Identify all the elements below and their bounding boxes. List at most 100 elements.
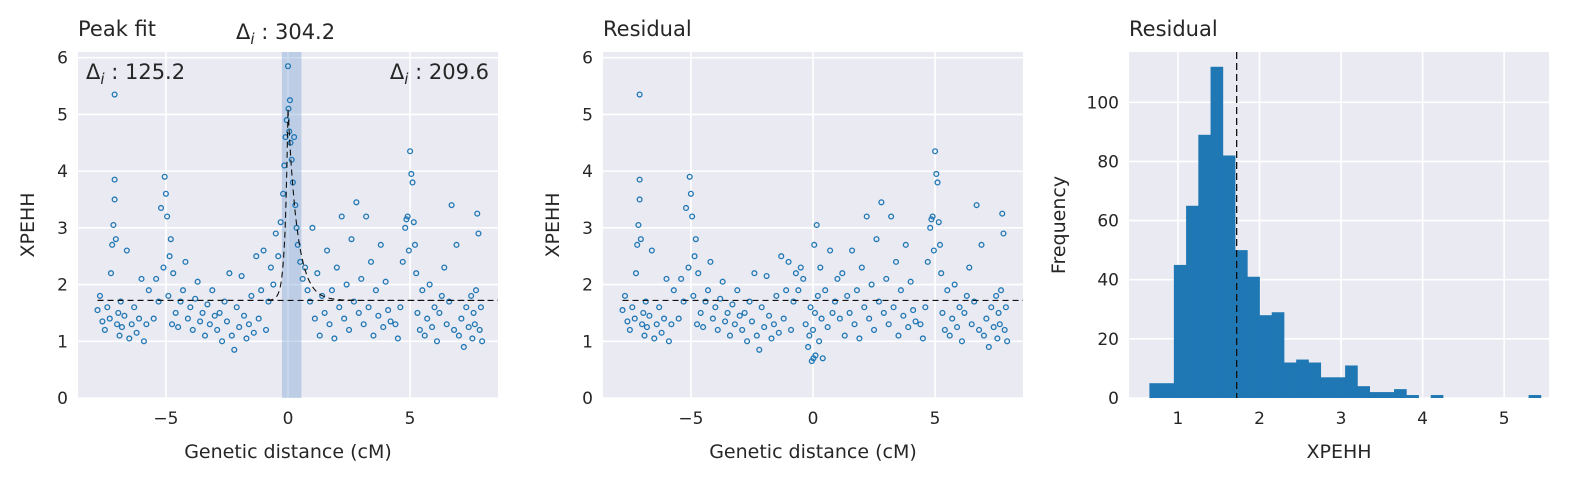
data-point (934, 179, 941, 186)
data-point (240, 312, 248, 319)
data-point (846, 309, 853, 316)
data-point (223, 318, 231, 325)
data-point (928, 216, 935, 223)
data-point (199, 309, 206, 316)
y-axis-label: Frequency (1048, 176, 1070, 274)
data-point (408, 170, 415, 178)
data-point (690, 292, 697, 299)
data-point (219, 338, 226, 345)
data-point (253, 253, 260, 260)
data-point (795, 287, 802, 294)
data-point (761, 324, 768, 331)
x-axis-label: XPEHH (1306, 441, 1371, 463)
data-point (145, 287, 152, 294)
chart-title: Residual (603, 17, 692, 41)
data-point (258, 287, 265, 294)
data-point (702, 298, 709, 305)
data-point (621, 292, 629, 299)
data-point (110, 221, 117, 229)
data-point (805, 343, 812, 351)
data-point (245, 321, 252, 328)
data-point (958, 338, 966, 345)
data-point (951, 281, 958, 288)
data-point (978, 241, 985, 248)
data-point (773, 292, 780, 299)
data-point (814, 292, 821, 299)
data-point (994, 335, 1001, 342)
data-point (153, 275, 160, 282)
data-point (734, 287, 741, 294)
data-point (922, 304, 929, 311)
data-point (111, 91, 118, 98)
data-point (827, 247, 834, 254)
data-point (468, 292, 475, 299)
data-point (746, 298, 753, 305)
data-point (836, 315, 843, 322)
data-point (377, 241, 384, 248)
data-point (236, 324, 243, 331)
data-point (1001, 326, 1008, 333)
x-tick-label: 5 (1499, 409, 1510, 429)
histogram-bar (1394, 389, 1407, 398)
data-point (642, 298, 649, 305)
data-point (358, 275, 365, 282)
data-point (704, 287, 712, 294)
data-point (350, 298, 357, 305)
data-point (255, 315, 262, 322)
data-point (858, 264, 865, 271)
histogram-bar (1161, 383, 1175, 398)
data-point (878, 199, 885, 206)
y-axis-label: XPEHH (17, 192, 39, 257)
data-point (209, 287, 216, 294)
data-point (670, 287, 677, 294)
histogram-bar (1210, 66, 1224, 399)
data-point (714, 326, 721, 333)
data-point (648, 247, 655, 254)
histogram-bar (1222, 155, 1236, 398)
data-point (168, 321, 176, 328)
data-point (243, 335, 250, 342)
data-point (336, 304, 343, 311)
data-point (939, 309, 946, 316)
data-point (109, 241, 116, 248)
data-point (399, 258, 406, 265)
data-point (121, 312, 128, 319)
data-point (248, 292, 255, 299)
data-point (363, 213, 370, 220)
data-point (299, 275, 306, 282)
data-point (292, 202, 299, 209)
histogram-bar (1430, 395, 1444, 398)
data-point (907, 278, 914, 285)
data-point (807, 304, 814, 311)
data-point (736, 312, 743, 319)
data-point (367, 258, 375, 265)
gridlines (78, 52, 498, 399)
data-point (314, 270, 321, 277)
data-point (477, 304, 484, 311)
gridlines (603, 52, 1023, 399)
data-point (182, 258, 189, 265)
data-point (164, 213, 171, 220)
data-point (844, 292, 851, 299)
data-point (885, 321, 892, 328)
data-point (470, 309, 477, 316)
histogram-bar (1406, 395, 1419, 398)
data-point (345, 326, 353, 333)
data-point (863, 213, 870, 220)
data-point (448, 202, 455, 209)
data-point (636, 176, 643, 183)
y-tick-label: 5 (57, 105, 68, 125)
data-point (111, 176, 118, 183)
data-point (128, 321, 135, 328)
data-point (429, 324, 436, 331)
histogram-bar (1271, 312, 1285, 398)
data-point (768, 335, 775, 342)
data-point (831, 298, 839, 305)
data-point (849, 247, 856, 254)
data-point (405, 247, 412, 254)
data-point (724, 309, 731, 316)
data-point (954, 324, 961, 331)
data-point (311, 315, 318, 322)
histogram-bar (1528, 395, 1542, 398)
data-point (471, 321, 478, 328)
